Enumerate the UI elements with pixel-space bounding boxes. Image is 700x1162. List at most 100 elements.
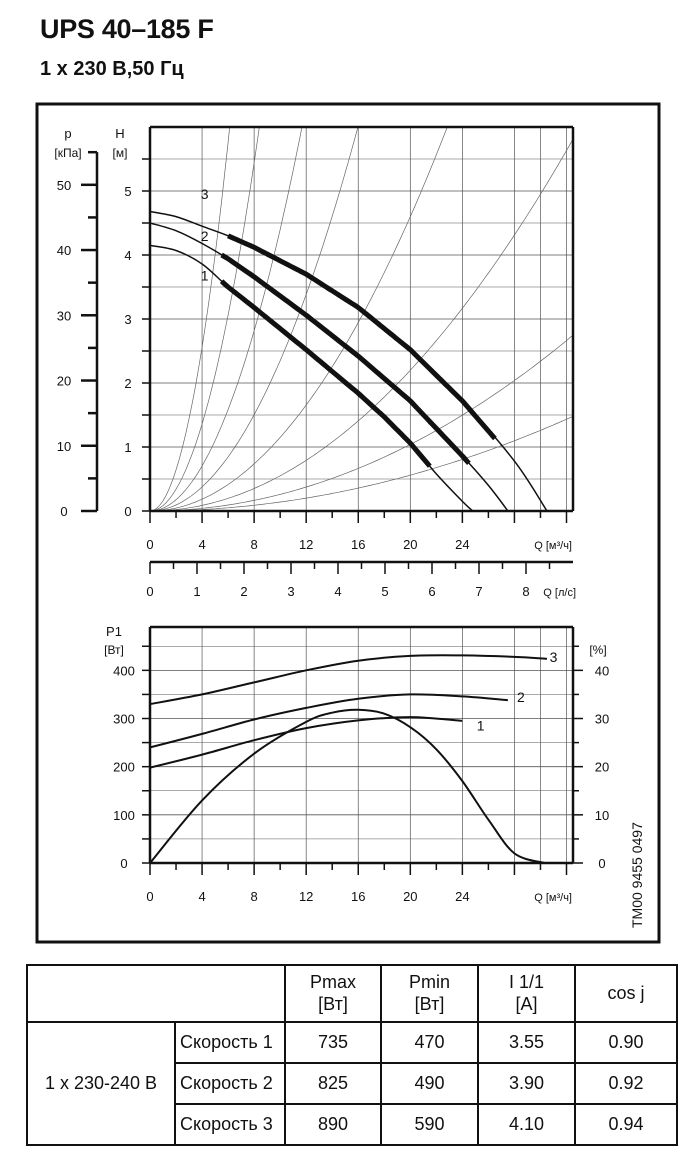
qls-tick-label: 5 [381, 584, 388, 599]
h-tick-label: 5 [124, 184, 131, 199]
p1-tick-label: 100 [113, 808, 135, 823]
p-tick-label: 40 [57, 243, 71, 258]
q-tick-label: 16 [351, 889, 365, 904]
qls-tick-label: 0 [146, 584, 153, 599]
p1-tick-label: 0 [120, 856, 127, 871]
pmin-value: 470 [380, 1021, 479, 1064]
chart-border [35, 102, 661, 944]
current-value: 4.10 [477, 1103, 576, 1146]
table-row: Скорость 3 890 590 4.10 0.94 [27, 1103, 678, 1146]
h-tick-label: 3 [124, 312, 131, 327]
h-axis-label: H [115, 126, 124, 141]
table-row: Скорость 2 825 490 3.90 0.92 [27, 1062, 678, 1105]
cos-value: 0.94 [574, 1103, 678, 1146]
system-curve-line [150, 127, 231, 511]
qls-tick-label: 1 [193, 584, 200, 599]
table-header-pmin: Pmin [Вт] [380, 964, 479, 1023]
p-tick-label: 20 [57, 374, 71, 389]
current-value: 3.90 [477, 1062, 576, 1105]
q-tick-label: 4 [198, 537, 205, 552]
page-title: UPS 40–185 F [40, 14, 214, 44]
p-tick-label: 50 [57, 178, 71, 193]
q-tick-label: 4 [198, 889, 205, 904]
efficiency-curve [149, 708, 545, 864]
q-tick-label: 20 [403, 537, 417, 552]
h-tick-label: 1 [124, 440, 131, 455]
qls-tick-label: 4 [334, 584, 341, 599]
q-axis-label: Q [м³/ч] [534, 540, 572, 552]
pmin-value: 590 [380, 1103, 479, 1146]
pmax-value: 825 [284, 1062, 382, 1105]
q-tick-label: 24 [455, 889, 469, 904]
p1-axis-unit: [Вт] [104, 643, 124, 657]
system-curve-line [150, 127, 359, 511]
pump-curve-bold-2 [220, 252, 471, 465]
pmin-value: 490 [380, 1062, 479, 1105]
qls-tick-label: 7 [475, 584, 482, 599]
system-curve-line [150, 127, 448, 511]
q-tick-label: 20 [403, 889, 417, 904]
power-curve-3 [149, 654, 548, 706]
spec-table: Pmax [Вт] Pmin [Вт] I 1/1 [A] cos j 1 x 230… [26, 964, 678, 1146]
qls-tick-label: 2 [240, 584, 247, 599]
curve-label-1: 1 [201, 267, 209, 283]
power-curve-2 [149, 693, 508, 749]
pump-curve-bold-3 [227, 233, 497, 441]
table-header-line: Pmax [309, 971, 356, 992]
cos-value: 0.90 [574, 1021, 678, 1064]
table-row: 1 x 230-240 В Скорость 1 735 470 3.55 0.… [26, 1021, 678, 1146]
pmax-value: 890 [284, 1103, 382, 1146]
qls-tick-label: 6 [428, 584, 435, 599]
p1-tick-label: 200 [113, 760, 135, 775]
qls-axis-label: Q [л/с] [543, 587, 576, 599]
p1-tick-label: 300 [113, 712, 135, 727]
pct-tick-label: 0 [598, 856, 605, 871]
system-curve-line [150, 127, 260, 511]
p-axis-label: p [64, 126, 71, 141]
curve-label-2: 2 [201, 228, 209, 244]
q-tick-label: 8 [251, 537, 258, 552]
table-header-line: [Вт] [414, 993, 445, 1014]
voltage-group-label: 1 x 230-240 В [26, 1021, 176, 1146]
drawing-code: TM00 9455 0497 [629, 822, 645, 928]
pct-tick-label: 10 [595, 808, 609, 823]
table-header-line: I 1/1 [508, 971, 545, 992]
power-curve-label-2: 2 [517, 689, 525, 705]
table-header-line: [Вт] [318, 993, 348, 1014]
q-tick-label: 0 [146, 889, 153, 904]
pump-curve-3 [149, 210, 548, 512]
qls-tick-label: 8 [522, 584, 529, 599]
q-tick-label: 12 [299, 537, 313, 552]
q-tick-label: 8 [251, 889, 258, 904]
speed-label: Скорость 3 [174, 1103, 286, 1146]
system-curve-line [150, 139, 573, 511]
current-value: 3.55 [477, 1021, 576, 1064]
table-header-cos: cos j [574, 964, 678, 1023]
table-header-pmax: Pmax [Вт] [284, 964, 382, 1023]
power-curve-label-3: 3 [550, 649, 558, 665]
system-curves [150, 127, 573, 511]
qls-tick-label: 3 [287, 584, 294, 599]
q-tick-label: 0 [146, 537, 153, 552]
curve-label-3: 3 [201, 186, 209, 202]
p-tick-label: 10 [57, 439, 71, 454]
pct-tick-label: 40 [595, 663, 609, 678]
table-header-line: [A] [515, 993, 538, 1014]
table-header-line: Pmin [408, 971, 450, 992]
pct-axis-label: [%] [589, 643, 606, 657]
h-tick-label: 4 [124, 248, 131, 263]
p-tick-label: 30 [57, 308, 71, 323]
pump-curve-bold-1 [219, 279, 432, 468]
pct-tick-label: 20 [595, 760, 609, 775]
p1-tick-label: 400 [113, 663, 135, 678]
system-curve-line [150, 127, 303, 511]
table-header-row: Pmax [Вт] Pmin [Вт] I 1/1 [A] cos j [26, 964, 678, 1023]
h-tick-label: 0 [124, 504, 131, 519]
power-curve-1 [149, 716, 463, 769]
q-tick-label: 24 [455, 537, 469, 552]
p-tick-label: 0 [60, 504, 67, 519]
cos-value: 0.92 [574, 1062, 678, 1105]
